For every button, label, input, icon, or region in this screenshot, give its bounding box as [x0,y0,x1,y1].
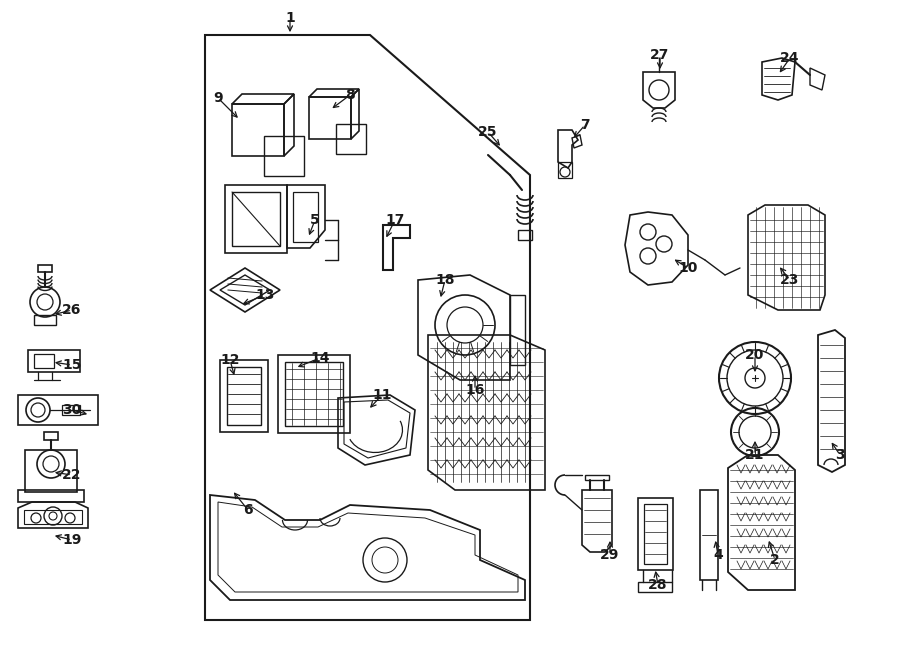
Text: 20: 20 [745,348,765,362]
Text: 28: 28 [648,578,668,592]
Text: 6: 6 [243,503,253,517]
Text: 7: 7 [580,118,590,132]
Bar [62,405,80,415]
Text: 13: 13 [256,288,274,302]
Bar [227,367,261,425]
Text: 16: 16 [465,383,485,397]
Text: 3: 3 [835,448,845,462]
Text: 27: 27 [651,48,670,62]
Text: 12: 12 [220,353,239,367]
Text: 14: 14 [310,351,329,365]
Text: 26: 26 [62,303,82,317]
Bar [232,104,284,156]
Bar [225,185,287,253]
Text: 8: 8 [345,88,355,102]
Text: 22: 22 [62,468,82,482]
Bar [638,498,673,570]
Bar [220,360,268,432]
Text: 21: 21 [745,448,765,462]
Text: 18: 18 [436,273,454,287]
Text: 9: 9 [213,91,223,105]
Text: 19: 19 [62,533,82,547]
Bar [644,504,667,564]
Text: 23: 23 [780,273,800,287]
Text: 2: 2 [770,553,780,567]
Bar [34,315,56,325]
Bar [18,395,98,425]
Bar [264,136,304,176]
Text: 10: 10 [679,261,698,275]
Bar [285,362,343,426]
Text: 25: 25 [478,125,498,139]
Bar [278,355,350,433]
Bar [558,162,572,178]
Bar [293,192,318,242]
Bar [18,490,84,502]
Text: 17: 17 [385,213,405,227]
Bar [232,192,280,246]
Bar [28,350,80,372]
Text: 5: 5 [310,213,320,227]
Bar [34,354,54,368]
Text: 24: 24 [780,51,800,65]
Text: 29: 29 [600,548,620,562]
Bar [25,450,77,492]
Text: 30: 30 [62,403,82,417]
Text: 15: 15 [62,358,82,372]
Text: 4: 4 [713,548,723,562]
Bar [309,97,351,139]
Bar [336,124,366,154]
Text: 11: 11 [373,388,392,402]
Text: 1: 1 [285,11,295,25]
Bar [700,490,718,580]
